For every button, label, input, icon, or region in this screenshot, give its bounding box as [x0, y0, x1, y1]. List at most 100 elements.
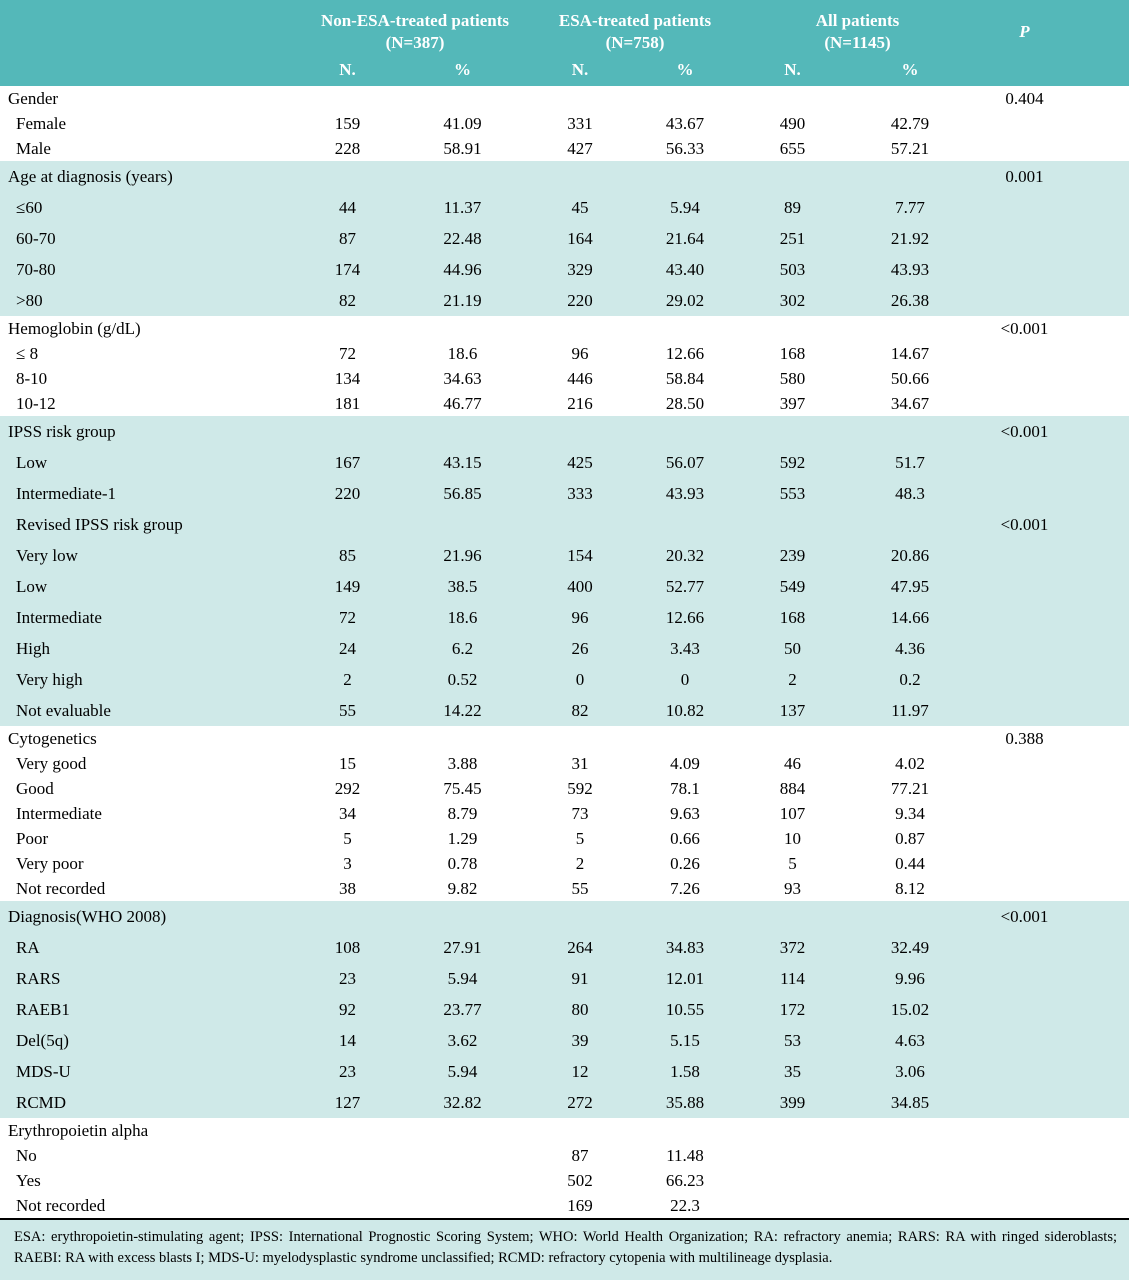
- value-cell: 149: [334, 576, 361, 596]
- section-hemoglobin-g-dl: Hemoglobin (g/dL) <0.001 ≤ 8 72 18.6 96 12.66 1…: [0, 316, 1129, 417]
- table-row: Poor 5 1.29 5 0.66 10 0.87: [0, 826, 1129, 851]
- value-cell: 5: [788, 853, 797, 873]
- value-cell: 43.40: [665, 259, 705, 279]
- value-cell: 35.88: [665, 1092, 705, 1112]
- value-cell: 91: [571, 968, 589, 988]
- value-cell: 2: [575, 853, 585, 873]
- value-cell: 23.77: [443, 999, 482, 1019]
- table-row: RA 108 27.91 264 34.83 372 32.49: [0, 932, 1129, 963]
- value-cell: 168: [779, 607, 806, 627]
- col-group-sub: (N=387): [385, 33, 445, 53]
- value-cell: 12.66: [665, 343, 705, 363]
- value-cell: 18.6: [447, 343, 478, 363]
- value-cell: 11.48: [666, 1145, 704, 1165]
- table-row: Not evaluable 55 14.22 82 10.82 137 11.97: [0, 695, 1129, 726]
- value-cell: 34.67: [890, 393, 930, 413]
- section-title-row: Revised IPSS risk group <0.001: [0, 509, 1129, 540]
- section-title: Hemoglobin (g/dL): [8, 318, 141, 338]
- section-title-row: Diagnosis(WHO 2008) <0.001: [0, 901, 1129, 932]
- value-cell: 82: [571, 700, 589, 720]
- value-cell: 0.26: [670, 853, 700, 873]
- value-cell: 490: [779, 113, 806, 133]
- value-cell: 52.77: [665, 576, 705, 596]
- section-title: Revised IPSS risk group: [16, 514, 183, 534]
- value-cell: 0.66: [670, 828, 700, 848]
- row-label: Very poor: [16, 853, 84, 873]
- value-cell: 7.77: [895, 197, 925, 217]
- value-cell: 78.1: [670, 778, 700, 798]
- value-cell: 228: [334, 138, 361, 158]
- value-cell: 58.91: [443, 138, 482, 158]
- section-revised-ipss-risk-group: Revised IPSS risk group <0.001 Very low 85 2…: [0, 509, 1129, 727]
- value-cell: 239: [779, 545, 806, 565]
- value-cell: 31: [571, 753, 589, 773]
- value-cell: 181: [334, 393, 361, 413]
- table-row: RCMD 127 32.82 272 35.88 399 34.85: [0, 1087, 1129, 1118]
- value-cell: 216: [567, 393, 593, 413]
- col-group-sub: (N=758): [605, 33, 665, 53]
- value-cell: 14.67: [890, 343, 930, 363]
- value-cell: 46: [784, 753, 801, 773]
- value-cell: 77.21: [890, 778, 930, 798]
- section-gender: Gender 0.404 Female 159 41.09 331 43.67 490 42.7…: [0, 86, 1129, 162]
- value-cell: 12: [571, 1061, 589, 1081]
- sub-header-percent: %: [901, 60, 919, 80]
- table-row: High 24 6.2 26 3.43 50 4.36: [0, 633, 1129, 664]
- value-cell: 9.96: [895, 968, 925, 988]
- value-cell: 425: [567, 452, 593, 472]
- value-cell: 1.29: [447, 828, 478, 848]
- value-cell: 21.19: [443, 290, 482, 310]
- table-row: Very good 15 3.88 31 4.09 46 4.02: [0, 751, 1129, 776]
- row-label: Female: [16, 113, 67, 133]
- value-cell: 23: [339, 968, 356, 988]
- table-body: Gender 0.404 Female 159 41.09 331 43.67 490 42.7…: [0, 86, 1129, 1219]
- value-cell: 446: [567, 368, 593, 388]
- value-cell: 3.06: [895, 1061, 925, 1081]
- value-cell: 884: [779, 778, 806, 798]
- value-cell: 655: [779, 138, 806, 158]
- value-cell: 272: [567, 1092, 593, 1112]
- row-label: Low: [16, 576, 48, 596]
- value-cell: 3.88: [447, 753, 478, 773]
- value-cell: 164: [567, 228, 593, 248]
- value-cell: 26.38: [890, 290, 930, 310]
- value-cell: 18.6: [447, 607, 478, 627]
- section-erythropoietin-alpha: Erythropoietin alpha No 87 11.48 Yes 502 66.23…: [0, 1118, 1129, 1219]
- value-cell: 48.3: [895, 483, 925, 503]
- row-label: Not recorded: [16, 878, 106, 898]
- table-row: No 87 11.48: [0, 1143, 1129, 1168]
- sub-header-n: N.: [339, 60, 356, 80]
- value-cell: 14: [339, 1030, 356, 1050]
- value-cell: 26: [571, 638, 589, 658]
- value-cell: 27.91: [443, 937, 482, 957]
- row-label: RAEB1: [16, 999, 70, 1019]
- section-title-row: Gender 0.404: [0, 86, 1129, 111]
- value-cell: 8.79: [447, 803, 478, 823]
- col-header-p: P: [1019, 22, 1030, 42]
- value-cell: 43.93: [665, 483, 705, 503]
- value-cell: 5.94: [447, 1061, 478, 1081]
- value-cell: 50.66: [890, 368, 930, 388]
- value-cell: 553: [779, 483, 806, 503]
- value-cell: 96: [571, 343, 589, 363]
- value-cell: 43.93: [890, 259, 930, 279]
- col-group-label: All patients: [815, 11, 900, 30]
- table-row: >80 82 21.19 220 29.02 302 26.38: [0, 285, 1129, 316]
- table-row: Very poor 3 0.78 2 0.26 5 0.44: [0, 851, 1129, 876]
- value-cell: 114: [780, 968, 805, 988]
- row-label: 70-80: [16, 259, 56, 279]
- value-cell: 154: [567, 545, 593, 565]
- value-cell: 92: [339, 999, 356, 1019]
- value-cell: 10.55: [665, 999, 705, 1019]
- row-label: 10-12: [16, 393, 56, 413]
- table-row: Male 228 58.91 427 56.33 655 57.21: [0, 136, 1129, 161]
- value-cell: 9.82: [447, 878, 478, 898]
- table-row: RAEB1 92 23.77 80 10.55 172 15.02: [0, 994, 1129, 1025]
- value-cell: 29.02: [665, 290, 705, 310]
- value-cell: 22.3: [670, 1195, 700, 1215]
- value-cell: 72: [339, 607, 356, 627]
- value-cell: 43.15: [443, 452, 482, 472]
- value-cell: 0.44: [895, 853, 925, 873]
- value-cell: 372: [779, 937, 806, 957]
- table-row: 60-70 87 22.48 164 21.64 251 21.92: [0, 223, 1129, 254]
